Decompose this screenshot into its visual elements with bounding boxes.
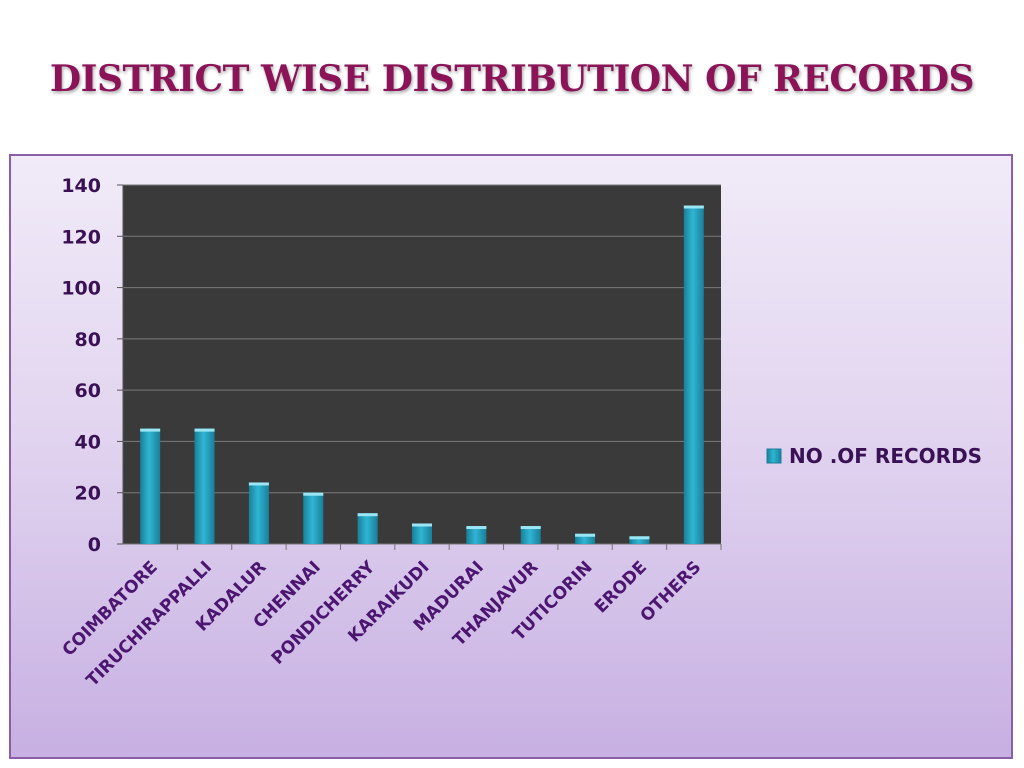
bar-cap (520, 526, 541, 530)
legend-swatch (766, 448, 782, 464)
bar-cap (248, 482, 269, 486)
bar (194, 428, 215, 544)
bar (140, 428, 161, 544)
bar (575, 533, 596, 544)
category-label: COIMBATORE (59, 557, 162, 660)
bar-cap (357, 513, 378, 517)
y-tick-label: 120 (61, 226, 101, 248)
bar (683, 205, 704, 544)
bar-chart: 020406080100120140COIMBATORETIRUCHIRAPPA… (59, 175, 982, 691)
chart-panel: 0 20 40 60 80 100 120 140 COIMBATORE TIRUCHIRAPPA… (9, 154, 1013, 759)
bar (520, 526, 541, 544)
y-tick-label: 140 (61, 175, 101, 197)
bar-cap (575, 533, 596, 537)
plot-area (123, 185, 721, 544)
bar (629, 536, 650, 544)
bar (248, 482, 269, 544)
bar (303, 492, 324, 544)
bar-cap (683, 205, 704, 209)
page-title: DISTRICT WISE DISTRIBUTION OF RECORDS (49, 58, 975, 100)
y-tick-label: 100 (61, 278, 101, 300)
y-tick-label: 20 (75, 483, 101, 505)
bar-cap (629, 536, 650, 540)
bar-cap (194, 428, 215, 432)
legend-label: NO .OF RECORDS (789, 444, 982, 468)
bar-cap (412, 523, 432, 527)
y-tick-label: 60 (75, 380, 101, 402)
bar (466, 526, 487, 544)
bar (412, 523, 432, 544)
y-tick-label: 40 (75, 431, 101, 453)
bar-cap (140, 428, 161, 432)
bar-cap (466, 526, 487, 530)
y-tick-label: 80 (75, 329, 101, 351)
bar (357, 513, 378, 544)
bar-cap (303, 492, 324, 496)
y-tick-label: 0 (88, 534, 101, 556)
